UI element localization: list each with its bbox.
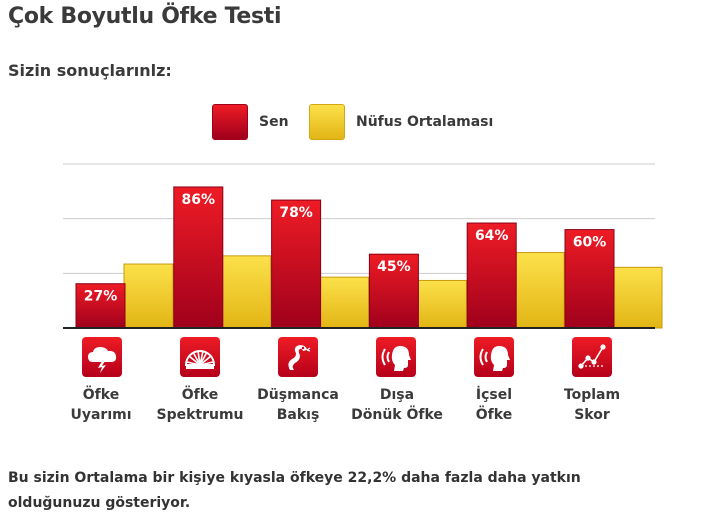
- bar-you-5: [564, 229, 615, 329]
- category-label-line1: İçsel: [475, 387, 513, 403]
- category-label-line1: Öfke: [82, 387, 120, 403]
- bar-chart: 27% 86% 78% 45% 64% 60%: [63, 163, 663, 329]
- fan-spectrum-icon: [180, 337, 220, 377]
- bar-value-label-1: 86%: [182, 192, 216, 208]
- category-label-line2: Dönük Öfke: [351, 407, 443, 423]
- legend-label-population: Nüfus Ortalaması: [356, 114, 494, 130]
- legend-swatch-population: [309, 104, 345, 140]
- bar-you-2: [271, 199, 322, 329]
- category-label-line2: Skor: [574, 407, 610, 423]
- bar-you-1: [173, 186, 224, 329]
- bar-you-3: [368, 253, 419, 329]
- category-label-line2: Öfke: [475, 407, 513, 423]
- page-title: Çok Boyutlu Öfke Testi: [8, 4, 282, 29]
- category-label-line1: Dışa: [379, 387, 415, 403]
- bar-value-label-2: 78%: [279, 205, 313, 221]
- category-label-line1: Toplam: [563, 387, 621, 403]
- snake-icon: [278, 337, 318, 377]
- category-label-toplam-skor: Toplam Skor: [537, 385, 647, 425]
- cloud-lightning-icon: [82, 337, 122, 377]
- legend-label-you: Sen: [259, 114, 289, 130]
- result-summary-text: Bu sizin Ortalama bir kişiye kıyasla öfk…: [8, 470, 581, 511]
- category-label-icsel-ofke: İçsel Öfke: [439, 385, 549, 425]
- category-label-ofke-spektrumu: Öfke Spektrumu: [145, 385, 255, 425]
- category-label-line2: Bakış: [276, 407, 320, 423]
- category-label-line2: Spektrumu: [156, 407, 244, 423]
- bar-population-4: [514, 252, 565, 329]
- bar-value-label-0: 27%: [84, 289, 118, 305]
- bar-value-label-3: 45%: [377, 259, 411, 275]
- bar-population-2: [319, 276, 370, 329]
- bar-value-label-4: 64%: [475, 228, 509, 244]
- bar-population-3: [416, 279, 467, 329]
- category-label-dusmanca-bakis: Düşmanca Bakış: [243, 385, 353, 425]
- head-inward-sound-icon: [474, 337, 514, 377]
- bar-you-0: [75, 283, 126, 329]
- category-label-line2: Uyarımı: [70, 407, 132, 423]
- legend-swatch-you: [212, 104, 248, 140]
- category-label-ofke-uyarimi: Öfke Uyarımı: [46, 385, 156, 425]
- category-label-disa-donuk-ofke: Dışa Dönük Öfke: [342, 385, 452, 425]
- results-subtitle: Sizin sonuçlarınlz:: [8, 61, 172, 80]
- bar-population-1: [221, 255, 272, 329]
- bar-population-0: [123, 263, 174, 329]
- category-label-line1: Öfke: [181, 387, 219, 403]
- category-label-line1: Düşmanca: [257, 387, 339, 403]
- head-outward-sound-icon: [376, 337, 416, 377]
- score-graph-icon: [572, 337, 612, 377]
- bar-population-5: [612, 266, 663, 329]
- bar-you-4: [466, 222, 517, 329]
- bar-value-label-5: 60%: [573, 235, 607, 251]
